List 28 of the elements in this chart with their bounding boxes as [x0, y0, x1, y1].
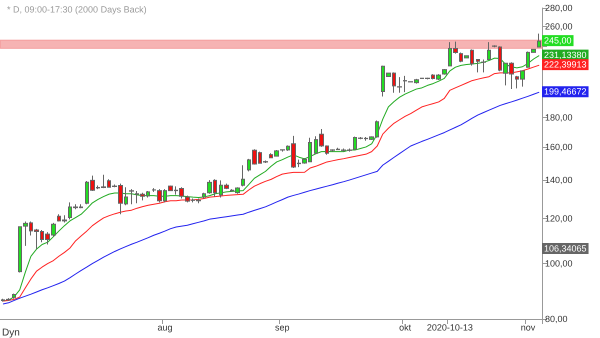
chart-title: * D, 09:00-17:30 (2000 Days Back) [7, 4, 147, 14]
x-tick-label: nov [520, 322, 536, 332]
candlestick [487, 42, 491, 61]
data-label: 231,13380 [544, 50, 587, 60]
x-tick-label: aug [157, 322, 172, 332]
x-tick-label: okt [399, 322, 412, 332]
x-tick-label: 2020-10-13 [426, 322, 473, 332]
y-tick-label: 80,00 [545, 314, 568, 324]
data-label: 199,46672 [544, 86, 587, 97]
y-tick-label: 120,00 [545, 213, 573, 224]
y-tick-label: 160,00 [545, 142, 573, 152]
candlestick [476, 58, 480, 73]
x-tick-label: sep [275, 322, 290, 332]
candlestick [12, 293, 16, 300]
candlestick [241, 164, 245, 187]
candlestick [18, 226, 22, 273]
text: Dyn [2, 328, 20, 338]
candlestick [129, 188, 134, 205]
y-tick-label: 100,00 [545, 258, 573, 269]
y-tick-label: 180,00 [545, 112, 573, 123]
y-tick-label: 280,00 [545, 3, 573, 13]
candlestick [481, 59, 486, 73]
y-tick-label: 140,00 [545, 175, 573, 186]
data-label: 222,39913 [544, 60, 587, 70]
text: 106,34065 [544, 244, 587, 254]
candlestick [442, 68, 447, 76]
y-tick-label: 260,00 [545, 21, 573, 32]
annotation: 245,00 [544, 36, 572, 46]
